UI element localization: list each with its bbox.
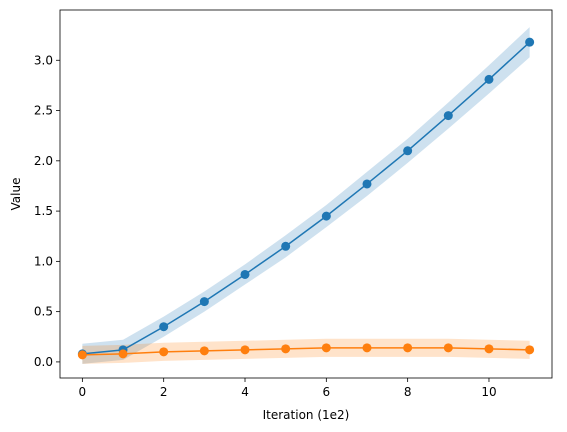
x-axis-ticks: 0 2 4 6 8 10 xyxy=(79,378,497,399)
y-tick-label: 2.0 xyxy=(34,154,53,168)
x-tick-label: 6 xyxy=(323,385,331,399)
data-point xyxy=(281,344,291,354)
x-tick-label: 0 xyxy=(79,385,87,399)
data-point xyxy=(321,343,331,353)
plot-frame xyxy=(59,9,553,379)
data-point xyxy=(525,37,535,47)
data-point xyxy=(362,179,372,189)
y-tick-label: 0.5 xyxy=(34,305,53,319)
data-point xyxy=(199,297,209,307)
data-point xyxy=(443,111,453,121)
series-lines xyxy=(82,41,531,356)
data-point xyxy=(321,211,331,221)
data-point xyxy=(118,349,128,359)
y-axis-ticks: 0.0 0.5 1.0 1.5 2.0 2.5 3.0 xyxy=(34,53,60,369)
x-axis-label: Iteration (1e2) xyxy=(263,408,350,422)
x-tick-label: 4 xyxy=(241,385,249,399)
y-tick-label: 1.0 xyxy=(34,254,53,268)
data-point xyxy=(281,241,291,251)
y-tick-label: 0.0 xyxy=(34,355,53,369)
data-point xyxy=(443,343,453,353)
data-point xyxy=(77,350,87,360)
data-point xyxy=(484,74,494,84)
x-tick-label: 2 xyxy=(160,385,168,399)
series-points xyxy=(77,37,535,360)
data-point xyxy=(362,343,372,353)
y-tick-label: 3.0 xyxy=(34,53,53,67)
y-axis-label: Value xyxy=(9,178,23,211)
confidence-bands xyxy=(82,27,530,364)
data-point xyxy=(525,345,535,355)
y-tick-label: 2.5 xyxy=(34,104,53,118)
x-tick-label: 8 xyxy=(404,385,412,399)
series-line-1 xyxy=(82,41,531,355)
confidence-band-1 xyxy=(82,27,530,364)
y-tick-label: 1.5 xyxy=(34,204,53,218)
data-point xyxy=(159,347,169,357)
data-point xyxy=(159,322,169,332)
data-point xyxy=(199,346,209,356)
data-point xyxy=(484,344,494,354)
data-point xyxy=(240,345,250,355)
data-point xyxy=(403,343,413,353)
series-line-2 xyxy=(82,347,530,356)
data-point xyxy=(240,269,250,279)
x-tick-label: 10 xyxy=(481,385,496,399)
confidence-band-2 xyxy=(82,338,530,364)
data-point xyxy=(403,146,413,156)
